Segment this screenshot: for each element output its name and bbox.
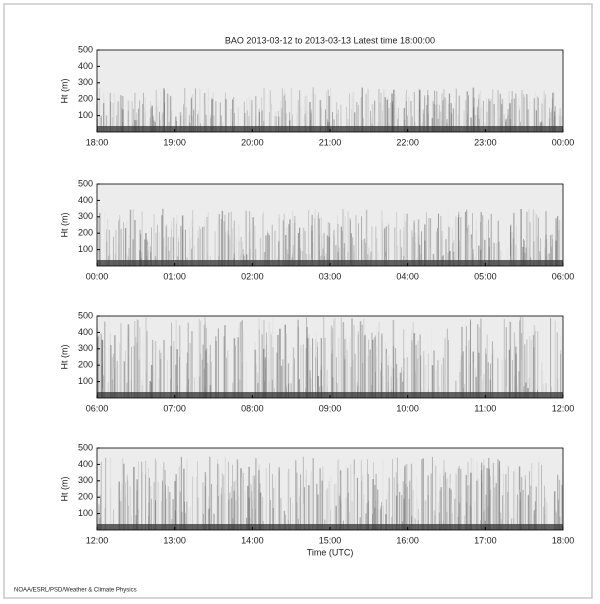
y-tick-label: 200 [78, 228, 93, 238]
y-tick-label: 300 [78, 211, 93, 221]
x-tick-label: 06:00 [552, 271, 575, 281]
y-tick-label: 100 [78, 110, 93, 120]
y-axis-label: Ht (m) [59, 79, 69, 104]
y-tick-label: 300 [78, 343, 93, 353]
y-tick-label: 400 [78, 195, 93, 205]
y-tick-label: 100 [78, 244, 93, 254]
x-tick-label: 02:00 [241, 271, 264, 281]
x-tick-label: 13:00 [163, 535, 186, 545]
x-tick-label: 10:00 [396, 403, 419, 413]
x-tick-label: 06:00 [86, 403, 109, 413]
echo-texture [97, 448, 564, 530]
x-tick-label: 07:00 [163, 403, 186, 413]
y-tick-label: 400 [78, 459, 93, 469]
x-tick-label: 22:00 [396, 137, 419, 147]
x-tick-label: 16:00 [396, 535, 419, 545]
x-tick-label: 20:00 [241, 137, 264, 147]
y-tick-label: 500 [78, 310, 93, 320]
x-tick-label: 01:00 [163, 271, 186, 281]
y-tick-label: 300 [78, 77, 93, 87]
y-tick-label: 200 [78, 492, 93, 502]
y-axis-label: Ht (m) [59, 345, 69, 370]
x-tick-label: 00:00 [552, 137, 575, 147]
y-tick-label: 100 [78, 376, 93, 386]
footer: NOAA/ESRL/PSD/Weather & Climate Physics [14, 588, 137, 594]
y-tick-label: 500 [78, 44, 93, 54]
x-tick-label: 11:00 [474, 403, 496, 413]
echo-texture [96, 50, 563, 132]
y-axis-label: Ht (m) [59, 477, 69, 502]
x-tick-label: 12:00 [86, 535, 109, 545]
x-tick-label: 03:00 [319, 271, 342, 281]
y-tick-label: 400 [78, 61, 93, 71]
echo-background [97, 50, 563, 132]
x-tick-label: 23:00 [474, 137, 497, 147]
x-axis-label: Time (UTC) [307, 547, 354, 557]
y-tick-label: 100 [78, 508, 93, 518]
echo-texture [96, 316, 563, 398]
y-tick-label: 200 [78, 360, 93, 370]
y-tick-label: 500 [78, 178, 93, 188]
y-tick-label: 500 [78, 442, 93, 452]
x-tick-label: 14:00 [241, 535, 264, 545]
chart-title: BAO 2013-03-12 to 2013-03-13 Latest time… [225, 35, 435, 45]
x-tick-label: 12:00 [552, 403, 575, 413]
x-tick-label: 05:00 [474, 271, 497, 281]
x-tick-label: 00:00 [86, 271, 109, 281]
x-tick-label: 18:00 [552, 535, 575, 545]
y-tick-label: 400 [78, 327, 93, 337]
x-tick-label: 15:00 [319, 535, 342, 545]
y-axis-label: Ht (m) [59, 213, 69, 238]
x-tick-label: 21:00 [319, 137, 342, 147]
echo-texture [97, 184, 563, 266]
x-tick-label: 08:00 [241, 403, 264, 413]
x-tick-label: 19:00 [163, 137, 186, 147]
y-tick-label: 300 [78, 475, 93, 485]
x-tick-label: 17:00 [474, 535, 497, 545]
x-tick-label: 18:00 [86, 137, 109, 147]
y-tick-label: 200 [78, 94, 93, 104]
x-tick-label: 04:00 [396, 271, 419, 281]
x-tick-label: 09:00 [319, 403, 342, 413]
